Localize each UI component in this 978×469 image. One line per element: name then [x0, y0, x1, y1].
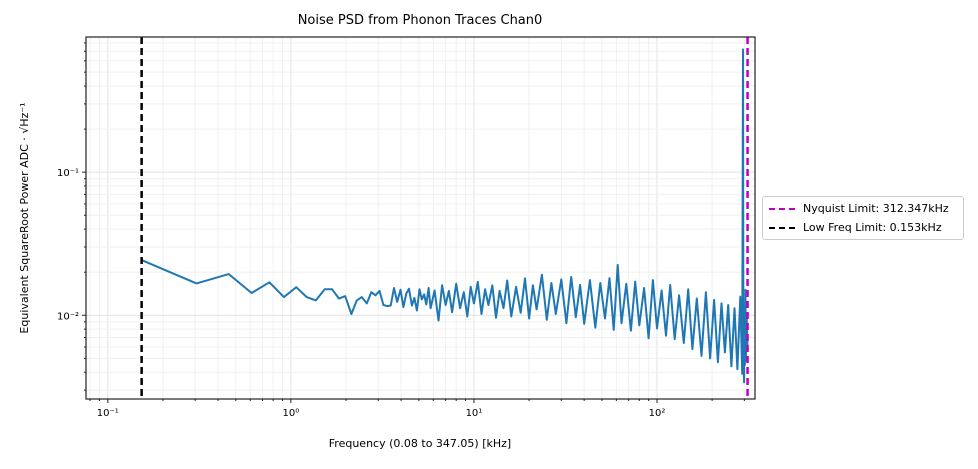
- x-tick-label: 10⁻¹: [97, 408, 119, 419]
- legend-item-nyquist: Nyquist Limit: 312.347kHz: [769, 202, 949, 215]
- legend: Nyquist Limit: 312.347kHz Low Freq Limit…: [762, 196, 964, 240]
- x-tick-label: 10²: [649, 408, 666, 419]
- series: [140, 37, 749, 399]
- y-tick-label: 10⁻²: [57, 311, 79, 322]
- plot-frame: [85, 36, 756, 400]
- legend-item-low-freq: Low Freq Limit: 0.153kHz: [769, 221, 942, 234]
- x-axis-label: Frequency (0.08 to 347.05) [kHz]: [329, 437, 511, 450]
- legend-label: Nyquist Limit: 312.347kHz: [803, 202, 949, 215]
- ticks: 10⁻¹ 10⁰ 10¹ 10² 10⁻² 10⁻¹: [57, 42, 745, 419]
- legend-swatch: [769, 207, 795, 210]
- psd-line: [141, 48, 749, 384]
- x-tick-label: 10⁰: [283, 408, 300, 419]
- x-tick-label: 10¹: [466, 408, 483, 419]
- chart-title: Noise PSD from Phonon Traces Chan0: [298, 13, 543, 28]
- legend-swatch: [769, 226, 795, 229]
- grid: [86, 37, 755, 399]
- y-tick-label: 10⁻¹: [57, 168, 79, 179]
- y-axis-label: Equivalent SquareRoot Power ADC · √Hz⁻¹: [18, 102, 31, 333]
- legend-label: Low Freq Limit: 0.153kHz: [803, 221, 942, 234]
